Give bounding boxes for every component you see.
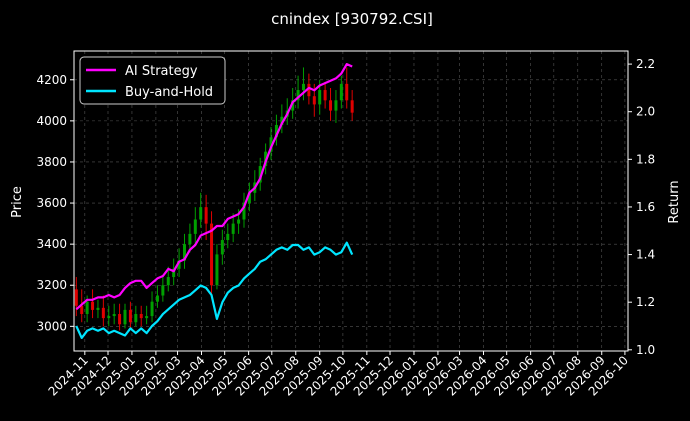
candle-body [242,203,246,220]
y-tick-label-right: 1.8 [636,152,655,166]
y-tick-label-left: 3800 [36,155,67,169]
candle-body [107,316,111,319]
y-tick-label-right: 1.6 [636,200,655,214]
candle-body [134,314,138,323]
candle-body [269,137,273,152]
plot-frame [73,50,629,352]
y-tick-label-left: 3000 [36,319,67,333]
candle-body [345,83,349,101]
candle-body [80,305,84,315]
y-tick-label-left: 3400 [36,237,67,251]
y-tick-label-right: 2.2 [636,57,655,71]
candle-body [118,314,122,325]
candle-body [318,90,322,105]
y-tick-label-right: 1.2 [636,295,655,309]
y-tick-label-left: 3200 [36,278,67,292]
candle-body [193,219,197,234]
series-lines [75,62,354,339]
candle-body [301,83,305,91]
y-tick-label-right: 1.0 [636,343,655,357]
candle-body [112,314,116,317]
candle-body [231,223,235,234]
candle-body [139,314,143,319]
candle-body [123,309,127,325]
buy-and-hold-line [75,241,354,339]
candle-body [247,192,251,204]
candle-body [145,316,149,319]
ai-strategy-line [75,62,353,311]
candle-body [323,90,327,101]
y-tick-label-right: 2.0 [636,105,655,119]
y-tick-label-left: 3600 [36,196,67,210]
y-tick-label-left: 4000 [36,114,67,128]
chart-title: cnindex [930792.CSI] [271,10,433,28]
candle-body [215,254,219,286]
candle-body [199,207,203,220]
y-tick-label-right: 1.4 [636,248,655,262]
candle-body [334,100,338,111]
candle-body [74,289,78,306]
legend-label-ai-strategy: AI Strategy [125,64,198,79]
candle-body [204,207,208,224]
candlesticks [74,67,354,331]
candle-body [210,223,214,286]
legend-box [79,56,226,105]
candle-body [101,307,105,319]
candle-body [258,166,262,183]
candle-body [85,301,89,315]
candle-body [172,268,176,278]
candle-body [237,219,241,224]
candle-body [329,100,333,111]
y-axis-label-right: Return [667,180,682,223]
candle-body [91,301,95,310]
candle-body [280,116,284,125]
candle-body [188,233,192,245]
candle-body [291,100,295,111]
candle-body [161,285,165,296]
candle-body [296,90,300,101]
candle-body [226,233,230,241]
candle-body [155,295,159,302]
candle-body [350,100,354,113]
candle-body [220,240,224,255]
candle-body [182,244,186,261]
y-tick-label-left: 4200 [36,73,67,87]
candle-body [128,309,132,323]
candle-body [150,301,154,317]
candle-body [307,83,311,97]
candle-body [177,260,181,269]
candle-body [96,307,100,310]
candle-body [339,83,343,101]
legend: AI Strategy Buy-and-Hold [79,56,226,105]
candle-body [312,96,316,105]
candle-body [166,277,170,286]
y-axis-label-left: Price [10,186,25,218]
legend-label-buy-and-hold: Buy-and-Hold [125,85,213,100]
candle-body [274,124,278,138]
